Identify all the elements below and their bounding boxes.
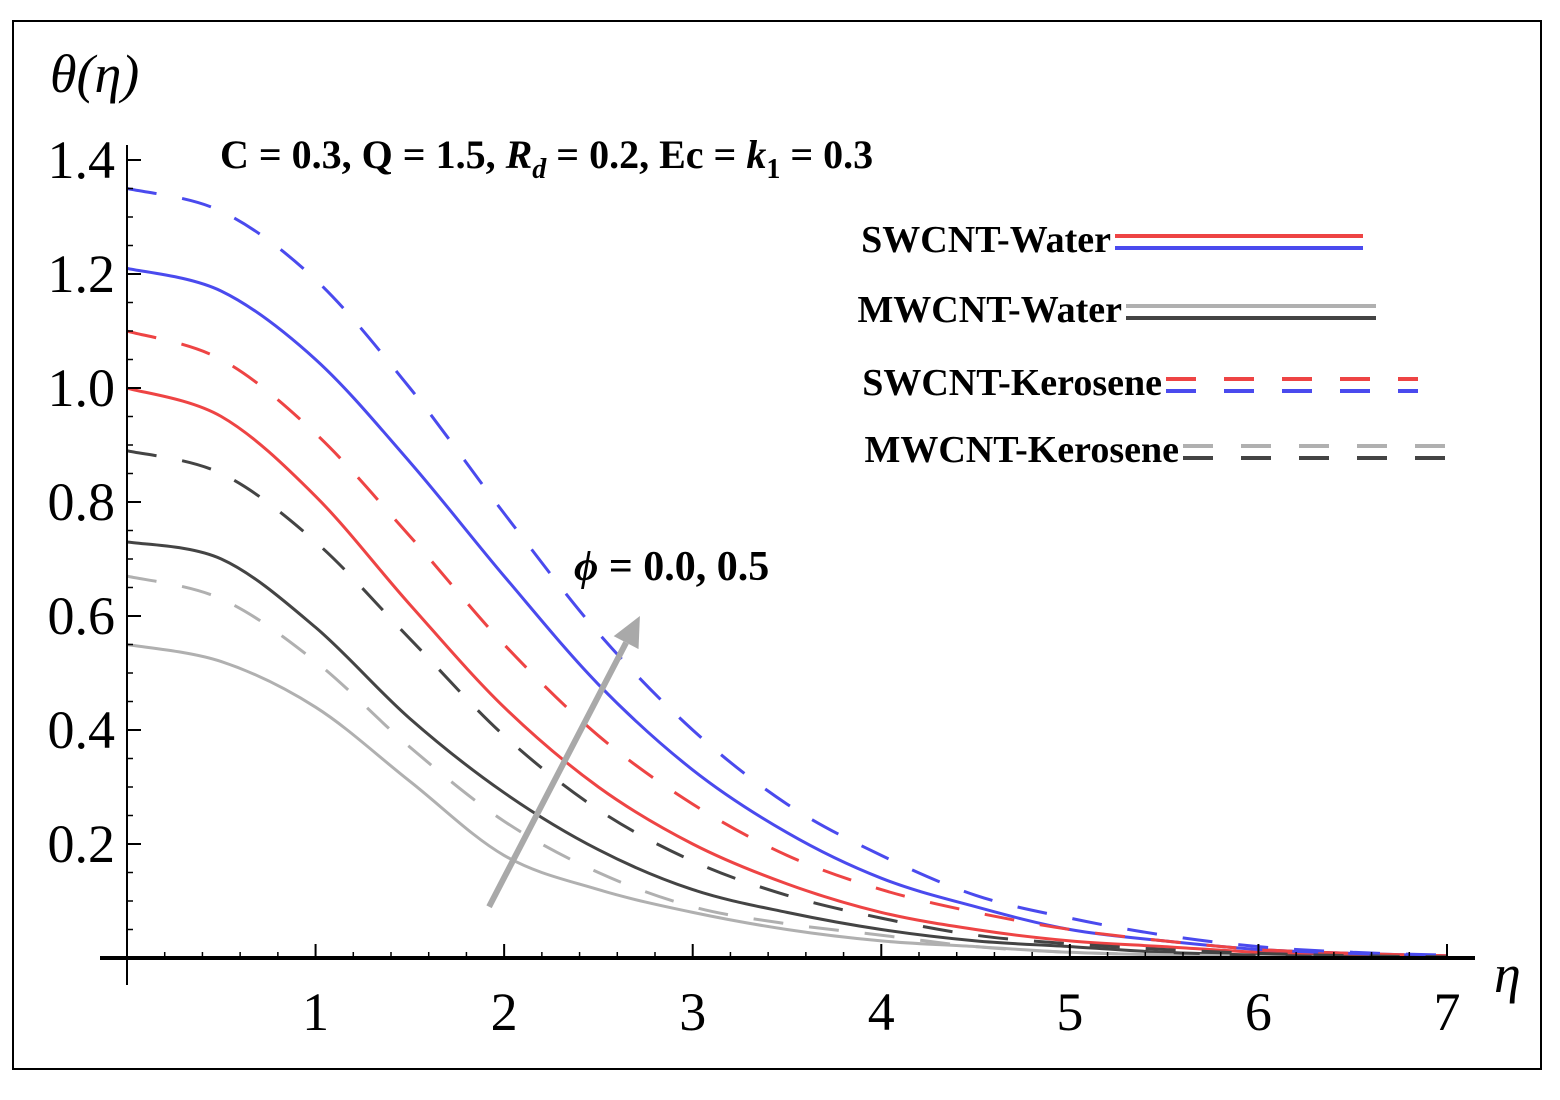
series-line-6 [126, 187, 1448, 957]
legend-label: MWCNT-Kerosene [864, 429, 1179, 471]
series-layer [126, 187, 1448, 960]
legend-label: MWCNT-Water [857, 289, 1122, 331]
y-tick-label: 1.4 [48, 130, 116, 190]
x-tick-label: 7 [1434, 982, 1461, 1042]
series-line-2 [126, 266, 1448, 958]
series-line-1 [126, 386, 1448, 959]
series-line-8 [126, 449, 1448, 959]
x-tick-label: 5 [1056, 982, 1083, 1042]
annotation-layer [486, 616, 640, 909]
y-tick-label: 1.0 [48, 358, 116, 418]
series-line-5 [126, 329, 1448, 958]
legend: SWCNT-Water MWCNT-Water SWCNT-Kerosene MWCN… [857, 219, 1445, 471]
y-tick-label: 0.2 [48, 814, 116, 874]
legend-label: SWCNT-Water [861, 219, 1111, 261]
y-tick-label: 1.2 [48, 244, 116, 304]
x-tick-label: 6 [1245, 982, 1272, 1042]
phi-arrow-shaft [486, 641, 629, 909]
x-tick-label: 1 [302, 982, 329, 1042]
y-tick-label: 0.6 [48, 586, 116, 646]
figure-frame [12, 20, 1542, 1070]
phi-annotation: ϕ = 0.0, 0.5 [574, 544, 769, 590]
y-tick-label: 0.8 [48, 472, 116, 532]
x-tick-label: 3 [679, 982, 706, 1042]
y-tick-label: 0.4 [48, 700, 116, 760]
parameters-text: C = 0.3, Q = 1.5, Rd = 0.2, Ec = k1 = 0.… [220, 132, 873, 185]
phi-arrow-head [613, 616, 640, 650]
legend-label: SWCNT-Kerosene [862, 362, 1162, 404]
series-line-7 [126, 574, 1448, 960]
x-axis-label: η [1494, 944, 1521, 1004]
x-tick-label: 2 [491, 982, 518, 1042]
axes-layer: 1 2 3 4 5 6 7 0.2 0.4 0.6 0.8 1.0 1.2 1.4 [48, 130, 1475, 1042]
x-tick-label: 4 [868, 982, 895, 1042]
y-axis-label: θ(η) [50, 44, 139, 104]
